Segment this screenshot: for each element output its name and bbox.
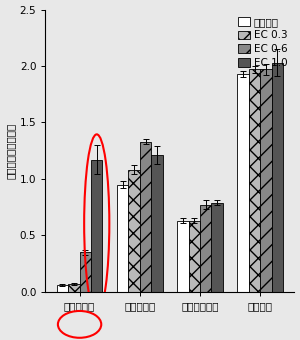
Bar [117, 185, 128, 292]
Bar [189, 221, 200, 292]
Bar [91, 160, 103, 292]
Bar [249, 69, 260, 292]
Legend: 海水なし, EC 0.3, EC 0.6, EC 1.0: 海水なし, EC 0.3, EC 0.6, EC 1.0 [236, 15, 289, 70]
Bar [128, 170, 140, 292]
Bar [151, 155, 163, 292]
Bar [177, 221, 189, 292]
Bar [140, 142, 151, 292]
Bar [57, 285, 68, 292]
Bar [260, 69, 272, 292]
Bar [237, 74, 249, 292]
Bar [80, 252, 91, 292]
Bar [68, 284, 80, 292]
Y-axis label: 植物体中濃度（％）: 植物体中濃度（％） [6, 123, 16, 179]
Bar [272, 63, 283, 292]
Bar [212, 203, 223, 292]
Bar [200, 205, 212, 292]
